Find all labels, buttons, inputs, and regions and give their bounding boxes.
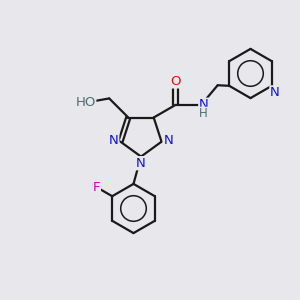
Text: N: N (270, 86, 280, 99)
Text: HO: HO (75, 96, 96, 109)
Text: N: N (136, 157, 146, 170)
Text: O: O (170, 75, 181, 88)
Text: N: N (199, 98, 208, 111)
Text: F: F (93, 181, 100, 194)
Text: N: N (163, 134, 173, 147)
Text: H: H (199, 107, 208, 120)
Text: N: N (109, 134, 119, 147)
